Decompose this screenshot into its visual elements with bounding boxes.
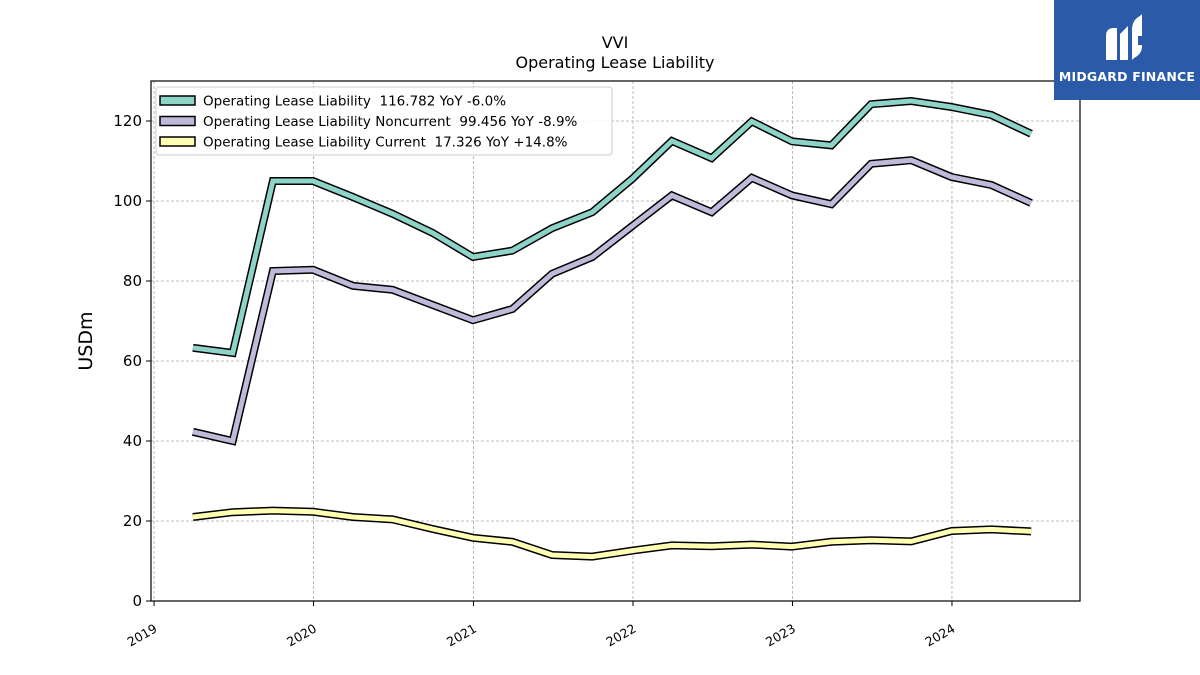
series-lines bbox=[191, 96, 1033, 561]
brand-logo: MIDGARD FINANCE bbox=[1054, 0, 1200, 100]
y-tick-label: 40 bbox=[123, 432, 142, 450]
legend-entry: Operating Lease Liability Current 17.326… bbox=[203, 135, 568, 151]
legend-swatch bbox=[159, 115, 196, 127]
series-line-outline bbox=[192, 506, 1032, 561]
y-tick-label: 60 bbox=[123, 352, 142, 370]
legend-swatch bbox=[159, 136, 196, 147]
chart-title: VVI bbox=[602, 33, 629, 52]
legend-entry: Operating Lease Liability Noncurrent 99.… bbox=[203, 114, 578, 130]
plot-frame bbox=[150, 80, 1081, 602]
legend-swatch bbox=[159, 95, 196, 106]
x-tick-label: 2020 bbox=[284, 621, 319, 650]
series-line bbox=[192, 98, 1033, 356]
series-line bbox=[192, 157, 1033, 444]
series-line-outline bbox=[191, 156, 1033, 446]
y-tick-label: 120 bbox=[113, 112, 142, 130]
legend-entry: Operating Lease Liability 116.782 YoY -6… bbox=[203, 94, 506, 110]
logo-text: MIDGARD FINANCE bbox=[1058, 69, 1196, 84]
legend: Operating Lease Liability 116.782 YoY -6… bbox=[155, 86, 613, 156]
grid bbox=[151, 81, 1080, 602]
y-tick-label: 20 bbox=[123, 512, 142, 530]
axes: 0 20 40 60 80 100 120 2019 2020 2021 2022 2023 2024 bbox=[113, 112, 957, 650]
y-tick-label: 80 bbox=[123, 272, 142, 290]
series-line bbox=[192, 508, 1032, 560]
y-axis-label: USDm bbox=[75, 311, 97, 370]
legend-box bbox=[155, 86, 613, 156]
x-tick-label: 2019 bbox=[125, 621, 160, 650]
x-tick-label: 2024 bbox=[922, 621, 957, 650]
y-tick-label: 0 bbox=[132, 592, 142, 610]
x-tick-label: 2023 bbox=[763, 621, 798, 650]
stylized-m-logo-icon bbox=[1054, 0, 1200, 100]
chart-subtitle: Operating Lease Liability bbox=[515, 53, 714, 72]
x-tick-label: 2022 bbox=[603, 621, 638, 650]
x-tick-label: 2021 bbox=[444, 621, 479, 650]
y-tick-label: 100 bbox=[113, 192, 142, 210]
